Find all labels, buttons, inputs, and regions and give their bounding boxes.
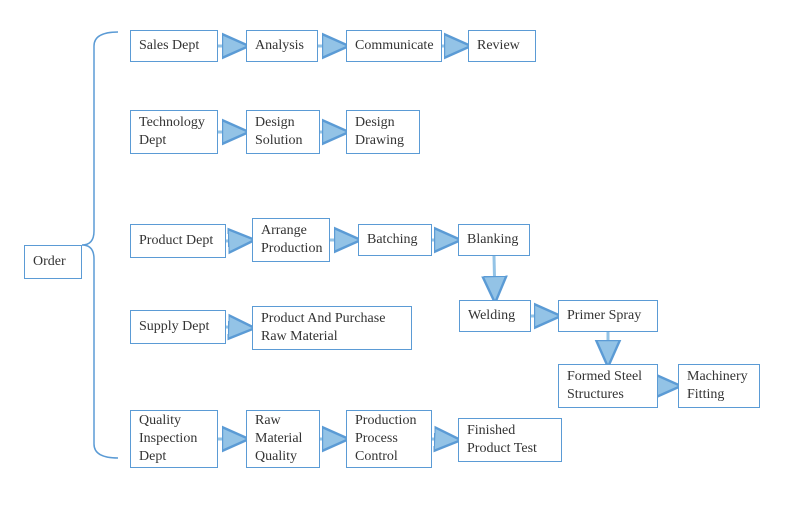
arrow-proc_ctrl-to-finished bbox=[432, 439, 458, 440]
node-blanking: Blanking bbox=[458, 224, 530, 256]
node-communicate: Communicate bbox=[346, 30, 442, 62]
arrow-product-to-arrange bbox=[226, 240, 252, 241]
node-review: Review bbox=[468, 30, 536, 62]
arrow-blanking-to-welding bbox=[494, 256, 495, 300]
node-proc_ctrl: Production Process Control bbox=[346, 410, 432, 468]
node-machinery: Machinery Fitting bbox=[678, 364, 760, 408]
node-batching: Batching bbox=[358, 224, 432, 256]
node-quality: Quality Inspection Dept bbox=[130, 410, 218, 468]
node-primer: Primer Spray bbox=[558, 300, 658, 332]
node-supply: Supply Dept bbox=[130, 310, 226, 344]
node-tech: Technology Dept bbox=[130, 110, 218, 154]
node-finished: Finished Product Test bbox=[458, 418, 562, 462]
node-product: Product Dept bbox=[130, 224, 226, 258]
node-formed: Formed Steel Structures bbox=[558, 364, 658, 408]
node-purchase: Product And Purchase Raw Material bbox=[252, 306, 412, 350]
arrow-supply-to-purchase bbox=[226, 327, 252, 328]
node-design_sol: Design Solution bbox=[246, 110, 320, 154]
node-raw_q: Raw Material Quality bbox=[246, 410, 320, 468]
brace-connector bbox=[80, 30, 120, 460]
node-analysis: Analysis bbox=[246, 30, 318, 62]
node-welding: Welding bbox=[459, 300, 531, 332]
node-sales: Sales Dept bbox=[130, 30, 218, 62]
node-order: Order bbox=[24, 245, 82, 279]
node-arrange: Arrange Production bbox=[252, 218, 330, 262]
node-design_drw: Design Drawing bbox=[346, 110, 420, 154]
